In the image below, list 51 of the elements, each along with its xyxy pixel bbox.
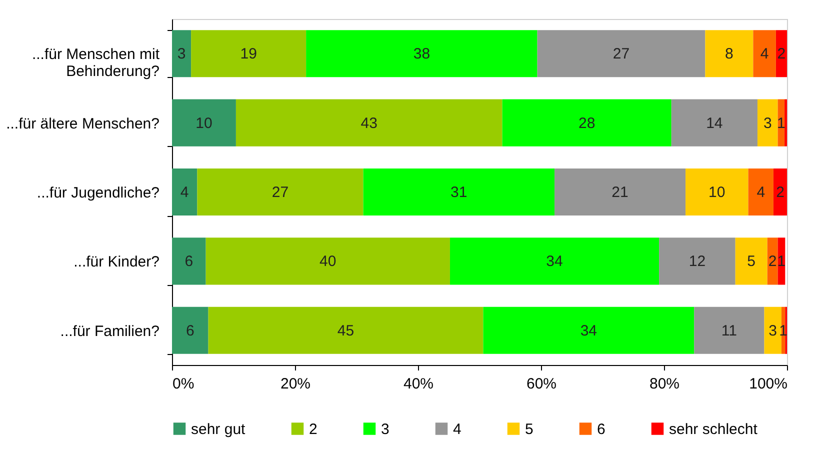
- legend-label: 3: [381, 420, 390, 438]
- data-label: 27: [612, 46, 630, 63]
- data-label: 3: [763, 114, 772, 132]
- y-tick-label: ...für Familien?: [60, 322, 160, 340]
- data-label: 4: [760, 46, 769, 63]
- data-label: 38: [413, 46, 430, 63]
- x-tick-label: 40%: [403, 376, 434, 392]
- data-label: 3: [768, 322, 778, 340]
- data-label: 19: [240, 46, 257, 63]
- legend-label: sehr schlecht: [669, 420, 758, 438]
- data-label: 11: [721, 322, 737, 340]
- y-tick-label: ...für Menschen mit Behinderung?: [32, 46, 160, 80]
- data-label: 2: [768, 253, 777, 270]
- data-label: 34: [546, 253, 563, 270]
- data-label: 4: [180, 184, 189, 201]
- data-label: 14: [706, 114, 723, 132]
- data-label: 3: [177, 46, 186, 63]
- data-label: 6: [184, 253, 194, 270]
- data-label: 34: [580, 322, 598, 340]
- data-label: 40: [320, 253, 336, 270]
- data-label: 6: [186, 322, 194, 340]
- data-label: 1: [777, 253, 786, 270]
- data-label: 28: [578, 114, 596, 132]
- data-label: 1: [776, 114, 786, 132]
- legend-label: 4: [453, 420, 462, 438]
- data-label: 43: [360, 114, 378, 132]
- data-label: 4: [756, 184, 766, 201]
- x-tick-label: 20%: [280, 376, 311, 392]
- data-label: 1: [779, 322, 788, 340]
- legend-label: 2: [309, 420, 318, 438]
- data-label: 8: [725, 46, 734, 63]
- x-tick-label: 80%: [649, 376, 680, 392]
- y-tick-label: ...für ältere Menschen?: [6, 115, 160, 132]
- x-tick-label: 100%: [749, 376, 788, 392]
- data-label: 2: [777, 46, 786, 63]
- data-label: 5: [747, 253, 756, 270]
- data-label: 2: [776, 184, 784, 201]
- y-tick-label: ...für Kinder?: [74, 254, 160, 271]
- x-tick-label: 0%: [172, 376, 194, 392]
- data-label: 27: [272, 184, 289, 201]
- y-tick-label: ...für Jugendliche?: [36, 184, 160, 202]
- data-label: 31: [450, 184, 468, 201]
- legend-label: 6: [597, 420, 606, 438]
- data-label: 10: [196, 114, 212, 132]
- data-label: 21: [612, 184, 628, 201]
- data-label: 10: [708, 184, 726, 201]
- x-tick-label: 60%: [526, 376, 557, 392]
- legend-label: 5: [525, 420, 534, 438]
- data-label: 45: [337, 322, 354, 340]
- legend-label: sehr gut: [191, 420, 246, 438]
- data-label: 12: [688, 253, 706, 270]
